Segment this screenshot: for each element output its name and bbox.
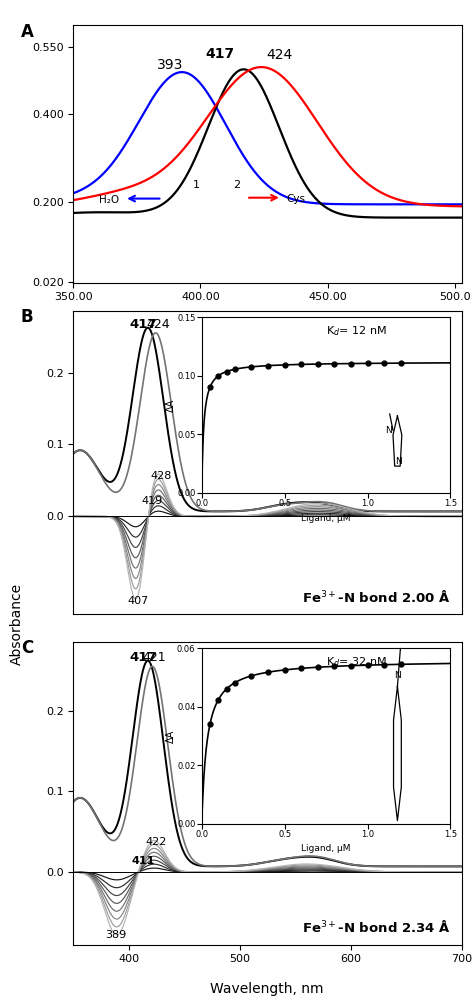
- Text: 1: 1: [193, 180, 200, 190]
- Text: H₂O: H₂O: [99, 195, 119, 205]
- Text: 422: 422: [145, 837, 166, 847]
- Text: Fe$^{3+}$-N bond 2.34 Å: Fe$^{3+}$-N bond 2.34 Å: [302, 919, 450, 936]
- Text: 417: 417: [130, 651, 157, 664]
- Text: 424: 424: [146, 318, 170, 331]
- Text: 393: 393: [157, 58, 183, 73]
- Text: 2: 2: [234, 180, 241, 190]
- Text: A: A: [21, 22, 34, 40]
- Text: 421: 421: [143, 651, 166, 664]
- Text: Cys: Cys: [287, 194, 306, 204]
- Text: 417: 417: [206, 47, 235, 60]
- Text: 419: 419: [142, 496, 163, 507]
- Text: 424: 424: [266, 48, 293, 62]
- Text: C: C: [21, 639, 33, 658]
- Text: B: B: [21, 308, 34, 326]
- Text: Fe$^{3+}$-N bond 2.00 Å: Fe$^{3+}$-N bond 2.00 Å: [302, 588, 450, 604]
- Text: 411: 411: [132, 856, 155, 866]
- Text: 417: 417: [130, 318, 157, 331]
- Text: 389: 389: [105, 930, 126, 941]
- Text: 407: 407: [127, 596, 148, 606]
- Text: 428: 428: [151, 471, 172, 481]
- Text: Absorbance: Absorbance: [9, 583, 24, 666]
- Text: Wavelength, nm: Wavelength, nm: [210, 982, 323, 996]
